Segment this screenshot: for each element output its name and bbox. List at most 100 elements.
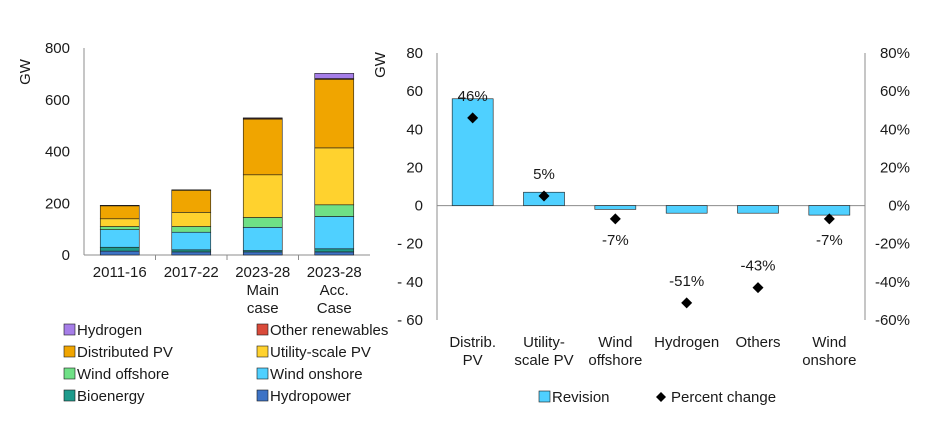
y-tick-label: 200 <box>45 195 70 212</box>
revision-bar <box>737 205 779 214</box>
y-axis-label: GW <box>17 58 34 85</box>
bar-segment-utility-scale-pv <box>242 174 283 218</box>
bar-segment-distributed-pv <box>242 118 283 176</box>
bar-segment-wind-offshore <box>99 226 140 230</box>
y-tick-label: 600 <box>45 92 70 109</box>
y2-tick-label: -20% <box>875 236 910 253</box>
percent-change-marker <box>681 297 693 309</box>
y2-tick-label: -40% <box>875 274 910 291</box>
y-tick-label: 0 <box>62 247 70 264</box>
x-category-label: 2023-28 <box>307 264 362 281</box>
y-tick-label: - 60 <box>397 312 423 329</box>
y2-tick-label: -60% <box>875 312 910 329</box>
legend-label-other-renewables: Other renewables <box>270 322 388 339</box>
x-category-label: Distrib. <box>449 334 496 351</box>
x-category-label: PV <box>463 352 483 369</box>
legend-marker-percent-change <box>656 392 666 402</box>
x-category-label: onshore <box>802 352 856 369</box>
x-category-label: scale PV <box>514 352 573 369</box>
bar-segment-hydropower <box>99 250 140 256</box>
legend-swatch-revision <box>538 390 551 403</box>
percent-change-marker <box>538 190 550 202</box>
bar-segment-hydropower <box>242 251 283 256</box>
legend-label-distributed-pv: Distributed PV <box>77 344 173 361</box>
x-category-label: 2023-28 <box>235 264 290 281</box>
x-category-label: Acc. <box>320 282 349 299</box>
x-category-label: Wind <box>812 334 846 351</box>
legend-swatch-hydropower <box>256 389 269 402</box>
percent-change-marker <box>609 213 621 225</box>
y-tick-label: 0 <box>415 198 423 215</box>
percent-change-label: -7% <box>816 232 843 249</box>
percent-change-label: 46% <box>458 88 488 105</box>
bar-segment-wind-onshore <box>314 216 355 250</box>
x-category-label: Others <box>735 334 780 351</box>
x-category-label: Case <box>317 300 352 317</box>
legend-swatch-hydrogen <box>63 323 76 336</box>
bar-segment-distributed-pv <box>314 79 355 149</box>
percent-change-label: -51% <box>669 273 704 290</box>
bar-segment-wind-offshore <box>171 226 212 233</box>
legend-label-hydrogen: Hydrogen <box>77 322 142 339</box>
legend-label-percent-change: Percent change <box>671 389 776 406</box>
x-category-label: Main <box>246 282 279 299</box>
legend-swatch-bioenergy <box>63 389 76 402</box>
bar-segment-hydropower <box>171 251 212 256</box>
y-tick-label: 60 <box>406 83 423 100</box>
x-category-label: Wind <box>598 334 632 351</box>
y-tick-label: 80 <box>406 45 423 62</box>
bar-segment-wind-onshore <box>171 231 212 251</box>
percent-change-label: 5% <box>533 166 555 183</box>
bar-segment-hydropower <box>314 251 355 256</box>
percent-change-label: -43% <box>740 258 775 275</box>
x-category-label: Utility- <box>523 334 565 351</box>
bar-segment-utility-scale-pv <box>314 147 355 206</box>
bar-segment-wind-offshore <box>314 204 355 217</box>
percent-change-marker <box>823 213 835 225</box>
bar-segment-other-renewables <box>171 189 212 191</box>
y-tick-label: 800 <box>45 40 70 57</box>
left-legend: Hydrogen Other renewables Distributed PV Ut… <box>63 322 388 405</box>
x-category-label: Hydrogen <box>654 334 719 351</box>
legend-swatch-wind-offshore <box>63 367 76 380</box>
bar-segment-distributed-pv <box>171 190 212 213</box>
bar-segment-bioenergy <box>314 248 355 253</box>
x-category-label: 2011-16 <box>93 264 147 281</box>
percent-change-label: -7% <box>602 232 629 249</box>
percent-change-marker <box>752 282 764 294</box>
x-category-label: case <box>247 300 279 317</box>
legend-swatch-utility-scale-pv <box>256 345 269 358</box>
y-axis-label: GW <box>372 51 389 78</box>
x-category-label: offshore <box>588 352 642 369</box>
percent-change-marker <box>467 112 479 124</box>
y-tick-label: 40 <box>406 121 423 138</box>
right-legend: Revision Percent change <box>538 389 776 406</box>
bar-segment-other-renewables <box>99 205 140 207</box>
y-tick-label: 400 <box>45 144 70 161</box>
y-tick-label: 20 <box>406 159 423 176</box>
y2-tick-label: 80% <box>880 45 910 62</box>
legend-label-revision: Revision <box>552 389 610 406</box>
legend-label-wind-offshore: Wind offshore <box>77 366 169 383</box>
legend-label-bioenergy: Bioenergy <box>77 388 145 405</box>
revision-bar <box>594 205 637 210</box>
y2-tick-label: 20% <box>880 159 910 176</box>
legend-label-utility-scale-pv: Utility-scale PV <box>270 344 371 361</box>
legend-label-hydropower: Hydropower <box>270 388 351 405</box>
y-tick-label: - 20 <box>397 236 423 253</box>
bar-segment-bioenergy <box>171 249 212 253</box>
y-tick-label: - 40 <box>397 274 423 291</box>
legend-label-wind-onshore: Wind onshore <box>270 366 363 383</box>
y2-tick-label: 60% <box>880 83 910 100</box>
bar-segment-distributed-pv <box>99 205 140 220</box>
bar-segment-wind-offshore <box>242 217 283 228</box>
legend-swatch-distributed-pv <box>63 345 76 358</box>
right-revision-chart: GW 80 60 40 20 0 - 20 - 40 - 60 80% 60% 40% 20% 0% -20… <box>372 45 910 369</box>
x-category-label: 2017-22 <box>164 264 219 281</box>
legend-swatch-wind-onshore <box>256 367 269 380</box>
bar-segment-utility-scale-pv <box>99 218 140 227</box>
bar-segment-bioenergy <box>99 246 140 252</box>
bar-segment-utility-scale-pv <box>171 212 212 227</box>
